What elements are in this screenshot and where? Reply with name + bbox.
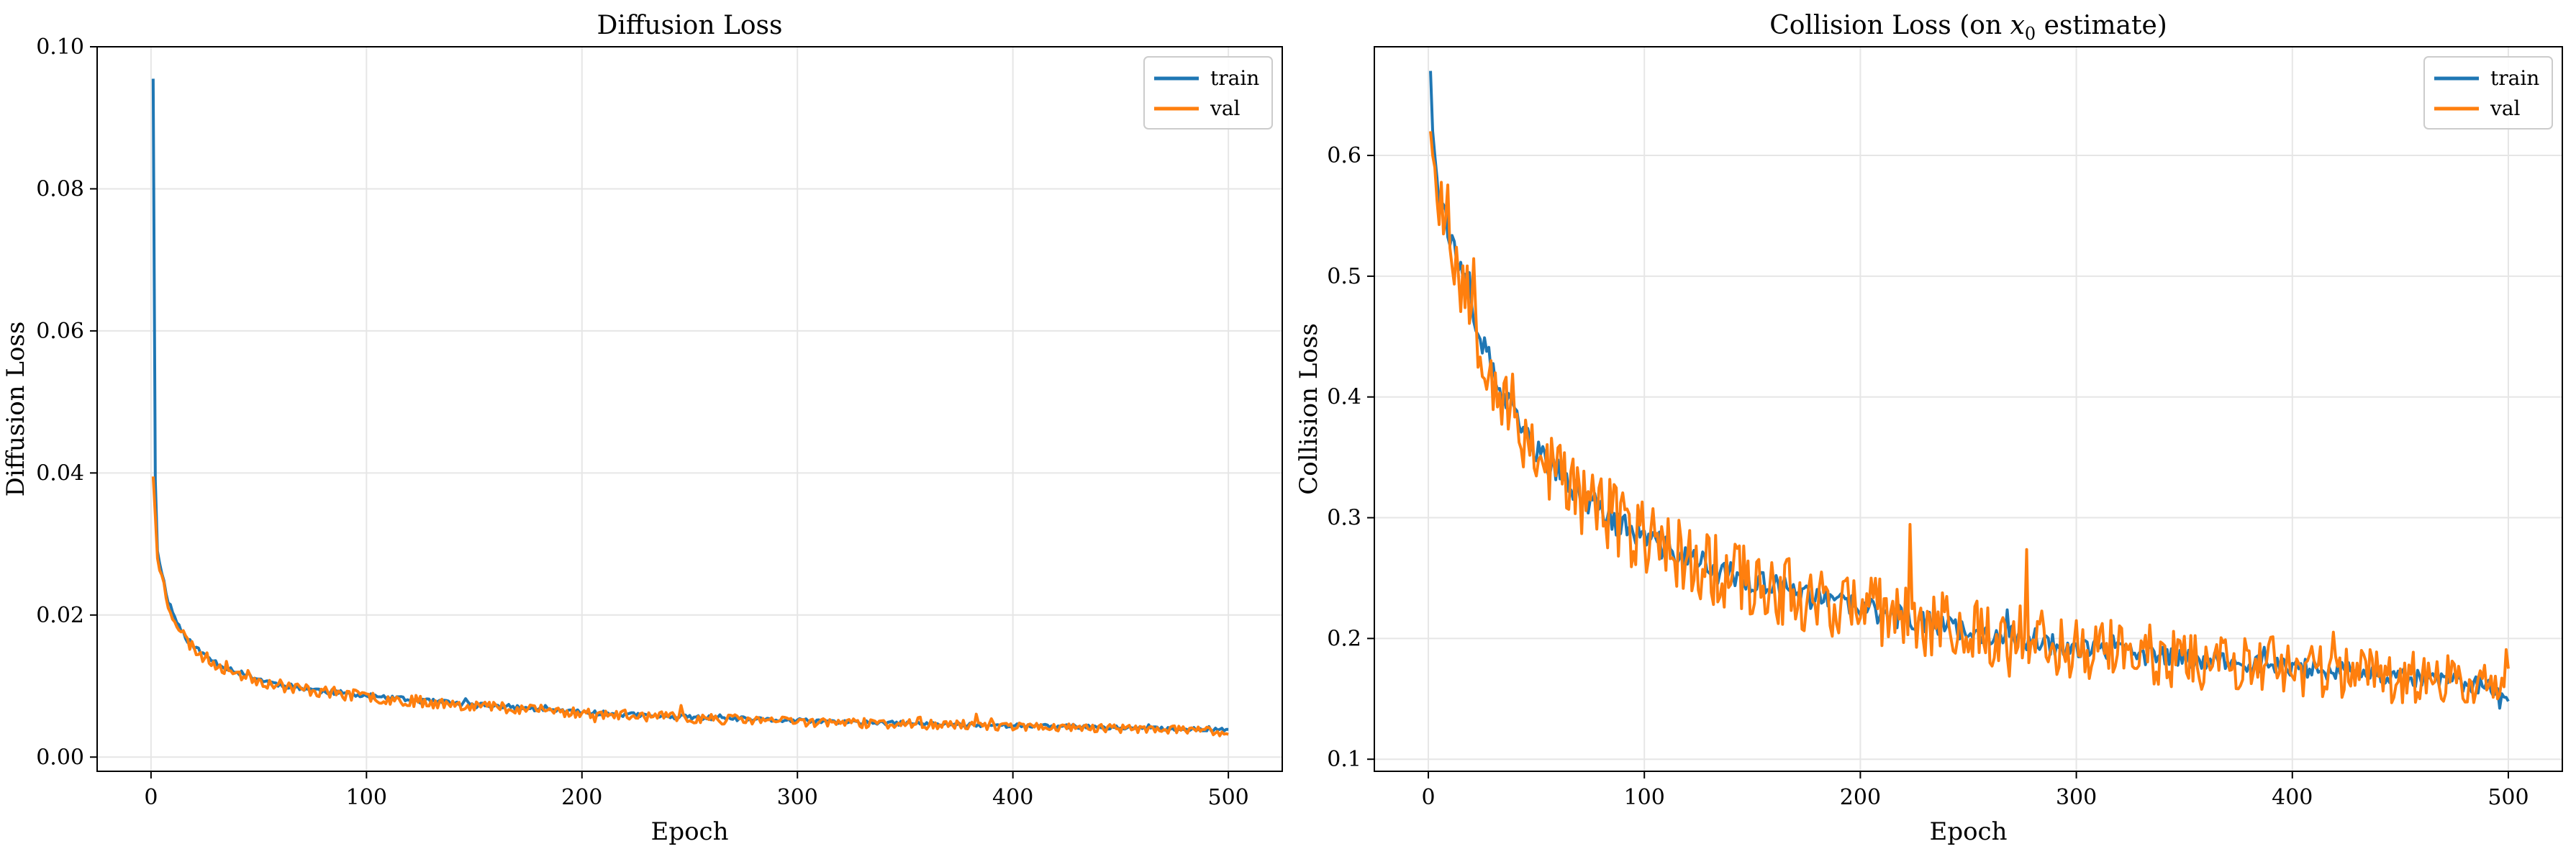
x-tick-label: 400: [992, 785, 1033, 810]
axes-frame: [96, 46, 1283, 772]
x-tick-label: 0: [1421, 785, 1435, 810]
y-tick-label: 0.04: [36, 460, 84, 486]
legend-label-val: val: [1210, 96, 1241, 120]
y-tick-label: 0.06: [36, 319, 84, 344]
y-tick-label: 0.02: [36, 603, 84, 628]
legend-label-val: val: [2490, 96, 2521, 120]
x-tick-label: 0: [144, 785, 158, 810]
y-tick-label: 0.5: [1327, 264, 1361, 289]
x-tick-label: 300: [777, 785, 818, 810]
legend-box: [2423, 56, 2553, 130]
legend-label-train: train: [2490, 66, 2539, 90]
chart-panel-1: 0 100 200 300 400 500 0.00 0.02 0.04 0.06 0.08 0.10…: [1, 11, 1283, 846]
series-line-val: [1429, 131, 2510, 704]
x-tick-label: 300: [2056, 785, 2097, 810]
x-tick-label: 400: [2272, 785, 2313, 810]
y-tick-label: 0.4: [1327, 385, 1361, 410]
x-axis-label: Epoch: [651, 817, 729, 846]
series-line-val: [151, 476, 1229, 737]
chart-title: Collision Loss (on x0 estimate): [1769, 11, 2167, 44]
axes-frame: [1374, 46, 2563, 772]
y-axis-label: Collision Loss: [1294, 323, 1323, 495]
y-tick-label: 0.6: [1327, 143, 1361, 168]
x-tick-label: 500: [1208, 785, 1249, 810]
y-tick-label: 0.3: [1327, 506, 1361, 531]
y-tick-label: 0.10: [36, 35, 84, 60]
chart-title: Diffusion Loss: [597, 11, 783, 40]
y-tick-label: 0.1: [1327, 747, 1361, 772]
legend-label-train: train: [1210, 66, 1259, 90]
x-tick-label: 100: [346, 785, 387, 810]
y-tick-label: 0.08: [36, 176, 84, 201]
legend: train val: [1143, 56, 1273, 130]
y-tick-label: 0.2: [1327, 626, 1361, 651]
series-line-train: [1429, 71, 2510, 710]
x-tick-label: 200: [1840, 785, 1881, 810]
x-axis-label: Epoch: [1930, 817, 2008, 846]
x-tick-label: 100: [1624, 785, 1665, 810]
legend-box: [1143, 56, 1273, 130]
y-tick-label: 0.00: [36, 745, 84, 770]
x-tick-label: 200: [561, 785, 602, 810]
chart-panel-2: 0 100 200 300 400 500 0.1 0.2 0.3 0.4 0.5 0.6 Collis…: [1294, 11, 2563, 846]
legend: train val: [2423, 56, 2553, 130]
x-tick-label: 500: [2487, 785, 2529, 810]
series-line-train: [151, 78, 1229, 732]
y-axis-label: Diffusion Loss: [1, 322, 30, 497]
